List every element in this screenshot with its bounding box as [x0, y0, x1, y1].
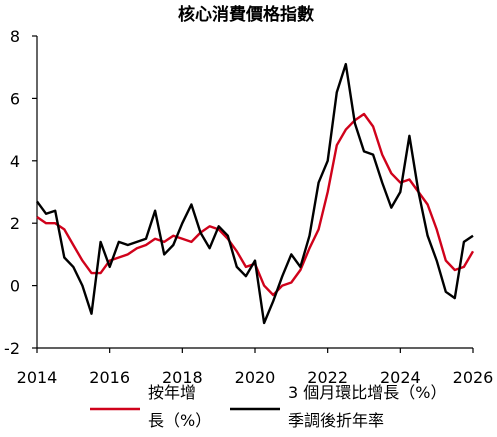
x-tick-label: 2022	[307, 368, 348, 387]
legend-label-mom3-line2: 季調後折年率	[288, 411, 384, 430]
x-tick-label: 2020	[235, 368, 276, 387]
y-tick-label: 6	[10, 89, 20, 108]
y-tick-label: 0	[10, 277, 20, 296]
series-layer	[36, 62, 475, 325]
chart-title: 核心消費價格指數	[178, 4, 314, 25]
x-tick-label: 2026	[453, 368, 494, 387]
y-tick-label: 2	[10, 214, 20, 233]
legend-label-yoy: 按年增	[148, 383, 196, 402]
x-axis-ticks: 2014 2016 2018 2020 2022 2024 2026	[17, 348, 494, 387]
legend-label-mom3: 3 個月環比增長（%）	[288, 383, 446, 402]
legend-label-yoy-line2: 長（%）	[148, 411, 211, 430]
legend: 按年增 長（%） 3 個月環比增長（%） 季調後折年率	[90, 383, 446, 430]
x-tick-label: 2014	[17, 368, 58, 387]
y-axis-ticks: 8 6 4 2 0 -2	[4, 27, 37, 358]
x-tick-label: 2016	[89, 368, 130, 387]
y-tick-label: 8	[10, 27, 20, 46]
x-tick-label: 2018	[162, 368, 203, 387]
x-tick-label: 2024	[380, 368, 421, 387]
y-tick-label: -2	[4, 339, 20, 358]
series-line-mom3	[36, 62, 474, 325]
y-tick-label: 4	[10, 152, 20, 171]
